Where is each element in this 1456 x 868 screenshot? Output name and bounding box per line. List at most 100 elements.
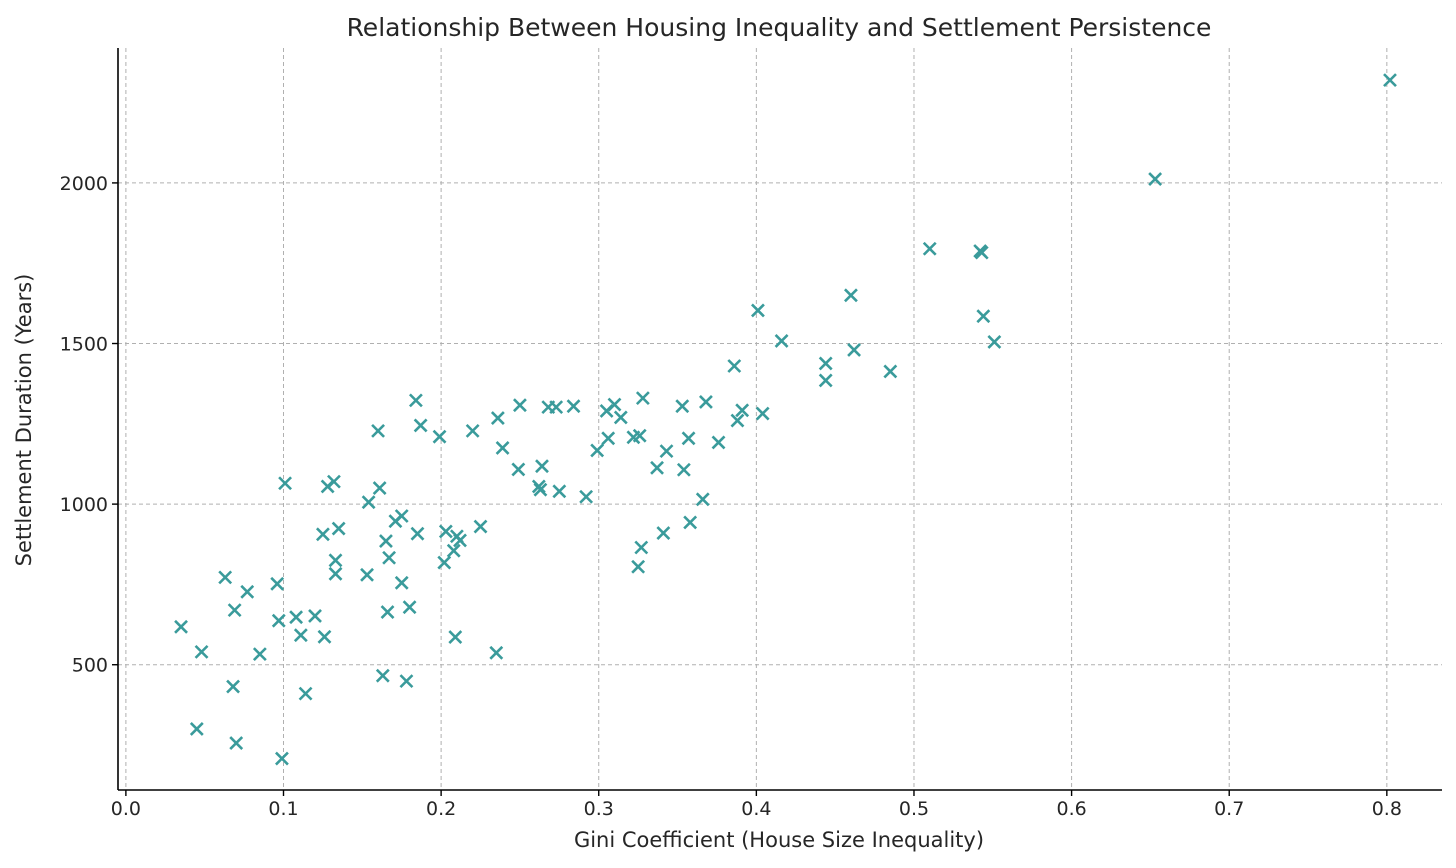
data-point bbox=[613, 410, 628, 425]
data-point bbox=[229, 736, 244, 751]
y-tick-label: 1000 bbox=[60, 494, 108, 516]
data-point bbox=[489, 645, 504, 660]
data-point bbox=[883, 364, 898, 379]
data-point bbox=[240, 584, 255, 599]
data-point bbox=[380, 605, 395, 619]
data-point bbox=[402, 600, 417, 615]
data-point bbox=[698, 395, 713, 409]
data-point bbox=[174, 619, 188, 634]
data-point bbox=[513, 398, 527, 413]
data-point bbox=[293, 628, 308, 643]
data-point bbox=[327, 474, 341, 489]
data-point bbox=[361, 495, 376, 510]
data-point bbox=[328, 553, 343, 568]
data-point bbox=[289, 610, 304, 625]
data-point bbox=[601, 431, 616, 446]
data-point bbox=[399, 674, 414, 689]
data-point bbox=[372, 481, 387, 495]
data-point bbox=[844, 288, 858, 303]
data-point bbox=[218, 570, 233, 585]
y-tick-label: 1500 bbox=[60, 334, 108, 356]
data-point bbox=[375, 668, 390, 683]
x-axis-label: Gini Coefficient (House Size Inequality) bbox=[574, 828, 984, 852]
data-point bbox=[278, 476, 292, 491]
data-point bbox=[659, 444, 674, 459]
data-point bbox=[755, 406, 770, 421]
data-point bbox=[465, 423, 480, 438]
data-point bbox=[676, 462, 691, 477]
data-point bbox=[727, 359, 742, 373]
data-point bbox=[394, 575, 409, 590]
data-point bbox=[1148, 172, 1163, 186]
data-point bbox=[317, 629, 332, 644]
data-point bbox=[1383, 73, 1397, 88]
data-point bbox=[987, 334, 1002, 349]
data-point bbox=[448, 630, 463, 645]
data-point bbox=[194, 644, 209, 659]
data-point bbox=[189, 722, 204, 736]
data-point bbox=[490, 411, 505, 425]
data-point bbox=[298, 686, 313, 701]
data-point bbox=[976, 309, 991, 324]
data-point bbox=[847, 343, 862, 357]
data-point bbox=[607, 397, 622, 412]
data-point bbox=[818, 356, 833, 371]
data-point bbox=[227, 603, 242, 618]
data-point bbox=[634, 540, 649, 555]
data-point bbox=[453, 533, 467, 548]
data-point bbox=[730, 413, 745, 428]
data-point bbox=[675, 399, 690, 414]
data-point bbox=[751, 303, 765, 318]
data-point bbox=[650, 460, 664, 475]
data-point bbox=[408, 393, 423, 408]
data-point bbox=[315, 527, 330, 542]
x-tick-label: 0.6 bbox=[1056, 798, 1086, 820]
points-layer bbox=[174, 73, 1397, 766]
data-point bbox=[432, 429, 447, 444]
data-point bbox=[533, 482, 548, 497]
x-tick-label: 0.4 bbox=[741, 798, 771, 820]
data-point bbox=[271, 613, 286, 628]
data-point bbox=[535, 459, 549, 474]
data-point bbox=[308, 608, 322, 623]
data-point bbox=[413, 418, 428, 433]
data-point bbox=[590, 443, 605, 458]
x-tick-label: 0.1 bbox=[268, 798, 298, 820]
y-tick-label: 2000 bbox=[60, 173, 108, 195]
data-point bbox=[511, 462, 526, 477]
y-tick-label: 500 bbox=[72, 655, 108, 677]
x-tick-label: 0.8 bbox=[1372, 798, 1402, 820]
data-point bbox=[579, 489, 594, 504]
data-point bbox=[275, 751, 289, 766]
data-point bbox=[371, 423, 385, 438]
data-point bbox=[735, 403, 750, 418]
data-point bbox=[252, 647, 267, 662]
y-axis-label: Settlement Duration (Years) bbox=[12, 274, 36, 567]
data-point bbox=[656, 526, 671, 540]
data-point bbox=[270, 576, 285, 591]
data-point bbox=[774, 334, 789, 348]
data-point bbox=[974, 245, 989, 260]
data-point bbox=[549, 400, 564, 415]
data-point bbox=[683, 515, 698, 530]
data-point bbox=[382, 550, 397, 565]
data-point bbox=[631, 559, 646, 574]
data-point bbox=[681, 431, 696, 446]
x-tick-label: 0.5 bbox=[899, 798, 929, 820]
data-point bbox=[566, 399, 581, 414]
data-point bbox=[437, 555, 452, 570]
grid-layer bbox=[118, 48, 1442, 790]
x-tick-label: 0.0 bbox=[111, 798, 141, 820]
data-point bbox=[410, 526, 425, 541]
x-tick-label: 0.2 bbox=[426, 798, 456, 820]
data-point bbox=[226, 679, 240, 694]
data-point bbox=[446, 543, 461, 558]
data-point bbox=[711, 435, 726, 450]
data-point bbox=[360, 567, 374, 582]
ticks-layer: 0.0 0.1 0.2 0.3 0.4 0.5 0.6 0.7 0.8 500 1000 1500 20… bbox=[60, 173, 1402, 820]
data-point bbox=[922, 241, 937, 256]
data-point bbox=[394, 509, 409, 523]
data-point bbox=[473, 519, 488, 534]
x-tick-label: 0.7 bbox=[1214, 798, 1244, 820]
data-point bbox=[495, 440, 510, 455]
